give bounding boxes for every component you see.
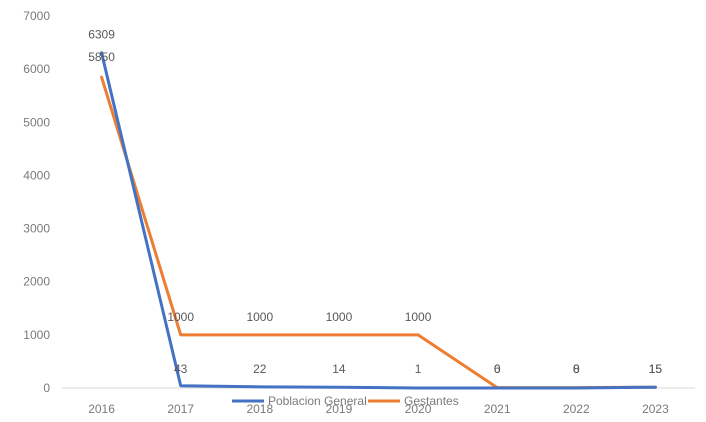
x-tick-label: 2021 — [484, 402, 511, 416]
x-tick-label: 2019 — [326, 402, 353, 416]
x-tick-label: 2022 — [563, 402, 590, 416]
data-label: 1000 — [167, 310, 194, 324]
series-lines — [100, 51, 657, 390]
y-tick-label: 5000 — [23, 115, 50, 129]
x-tick-label: 2020 — [405, 402, 432, 416]
x-axis: 2016 2017 2018 2019 2020 2021 2022 2023 — [62, 387, 695, 416]
legend: Poblacion General Gestantes — [232, 394, 459, 408]
data-label: 5850 — [88, 50, 115, 64]
y-tick-label: 3000 — [23, 222, 50, 236]
data-label: 6 — [494, 362, 501, 376]
data-label: 43 — [174, 362, 188, 376]
y-axis: 0 1000 2000 3000 4000 5000 6000 7000 — [23, 9, 50, 395]
data-label: 1000 — [326, 310, 353, 324]
y-tick-label: 0 — [43, 381, 50, 395]
data-label: 1 — [415, 362, 422, 376]
data-label: 14 — [332, 362, 346, 376]
data-label: 15 — [649, 362, 663, 376]
x-tick-label: 2016 — [88, 402, 115, 416]
data-label: 6309 — [88, 28, 115, 42]
x-tick-label: 2018 — [246, 402, 273, 416]
x-tick-label: 2017 — [167, 402, 194, 416]
series-line-0 — [100, 51, 657, 390]
y-tick-label: 6000 — [23, 62, 50, 76]
series-line-1 — [100, 75, 657, 390]
legend-label: Poblacion General — [268, 394, 367, 408]
y-tick-label: 1000 — [23, 328, 50, 342]
y-tick-label: 7000 — [23, 9, 50, 23]
data-label: 0 — [573, 362, 580, 376]
data-label: 1000 — [405, 310, 432, 324]
legend-label: Gestantes — [404, 394, 459, 408]
x-tick-label: 2023 — [642, 402, 669, 416]
y-tick-label: 4000 — [23, 168, 50, 182]
y-tick-label: 2000 — [23, 275, 50, 289]
data-label: 8 — [573, 362, 580, 376]
data-label: 15 — [649, 362, 663, 376]
data-label: 0 — [494, 362, 501, 376]
data-label: 22 — [253, 362, 267, 376]
data-label: 1000 — [246, 310, 273, 324]
